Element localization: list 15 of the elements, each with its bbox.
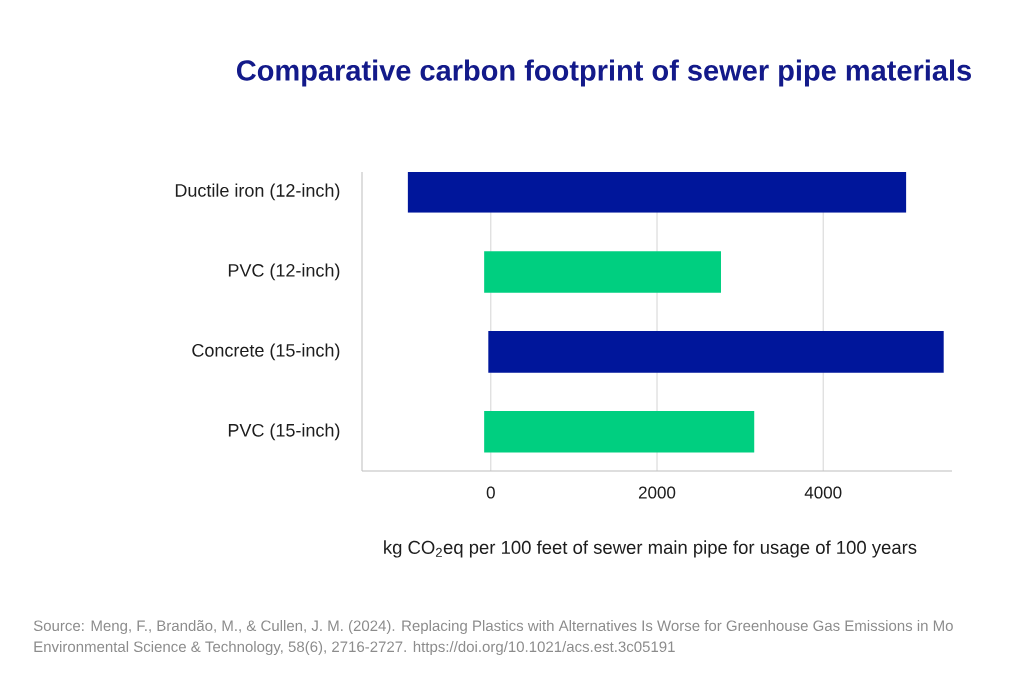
x-axis-title: kg CO$_{2}$eq per 100 feet of sewer main pipe for usage of 100 years xyxy=(384,540,917,558)
source-note: Source: Meng, F., Brandão, M., & Cullen, J. M. (2024). Replacing Plastics with Alternatives Is Worse for Greenhouse Gas Emissions in Mo xyxy=(33,620,953,634)
bar xyxy=(484,411,755,453)
bar xyxy=(484,251,721,293)
y-tick-label: Ductile iron (12-inch) xyxy=(175,183,340,201)
bar xyxy=(488,331,944,373)
x-tick-label: 4000 xyxy=(804,486,842,499)
x-tick-label: 0 xyxy=(486,486,495,499)
text: Environmental Science & Technology, 58(6), 2716-2727. https://doi.org/10.1021/acs.est.3c05191 xyxy=(34,641,675,655)
chart-title: Comparative carbon footprint of sewer pipe materials xyxy=(236,59,971,87)
y-tick-label: Concrete (15-inch) xyxy=(192,343,340,361)
y-tick-label: PVC (12-inch) xyxy=(228,263,340,281)
x-tick-label: 2000 xyxy=(638,486,676,499)
bar xyxy=(407,171,907,213)
y-tick-label: PVC (15-inch) xyxy=(228,423,340,441)
